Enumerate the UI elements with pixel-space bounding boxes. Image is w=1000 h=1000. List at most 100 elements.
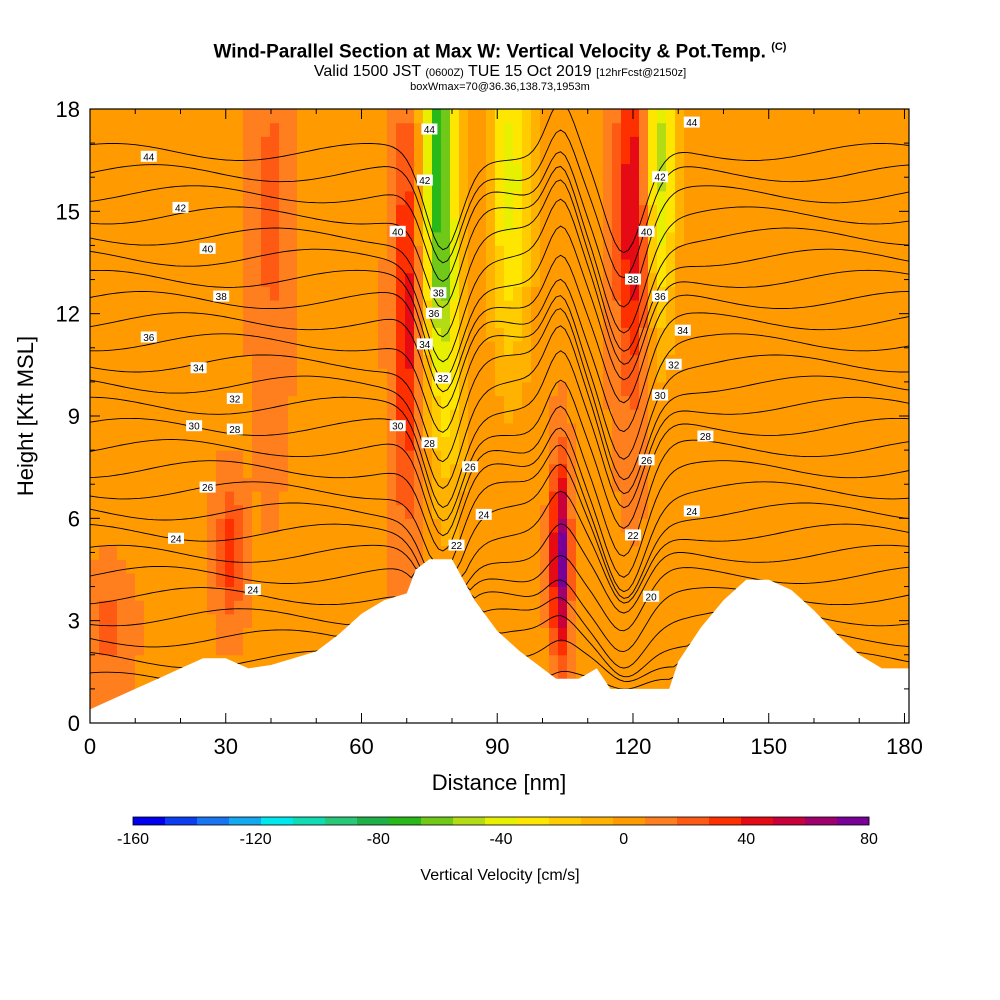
velocity-cell <box>495 395 505 410</box>
velocity-cell <box>522 354 532 369</box>
velocity-cell <box>819 545 829 560</box>
velocity-cell <box>666 627 676 642</box>
contour-label-text: 24 <box>170 534 182 545</box>
velocity-cell <box>603 395 613 410</box>
velocity-cell <box>513 354 523 369</box>
velocity-cell <box>180 327 190 342</box>
velocity-cell <box>846 409 856 424</box>
velocity-cell <box>378 109 388 124</box>
velocity-cell <box>657 149 667 165</box>
velocity-cell <box>846 272 856 287</box>
velocity-cell <box>324 381 334 397</box>
contour-label: 30 <box>652 389 669 402</box>
velocity-cell <box>585 341 595 356</box>
velocity-cell <box>99 286 109 301</box>
velocity-cell <box>486 327 496 342</box>
velocity-cell <box>531 259 541 274</box>
valid-time: Valid 1500 JST <box>313 63 421 81</box>
velocity-cell <box>639 381 649 397</box>
velocity-cell <box>477 545 487 560</box>
velocity-cell <box>432 136 442 151</box>
velocity-cell <box>468 491 478 506</box>
velocity-cell <box>261 259 271 274</box>
velocity-cell <box>369 477 379 492</box>
velocity-cell <box>585 572 595 588</box>
velocity-cell <box>864 149 874 165</box>
velocity-cell <box>423 245 433 260</box>
velocity-cell <box>738 341 748 356</box>
velocity-cell <box>162 245 172 260</box>
velocity-cell <box>153 463 163 478</box>
velocity-cell <box>117 627 127 642</box>
velocity-cell <box>216 259 226 274</box>
velocity-cell <box>117 177 127 192</box>
velocity-cell <box>477 354 487 369</box>
velocity-cell <box>216 491 226 506</box>
velocity-cell <box>612 600 622 615</box>
velocity-cell <box>180 272 190 287</box>
velocity-cell <box>414 149 424 165</box>
velocity-cell <box>414 354 424 369</box>
velocity-cell <box>378 245 388 260</box>
velocity-cell <box>90 627 100 642</box>
velocity-cell <box>666 600 676 615</box>
velocity-cell <box>612 341 622 356</box>
velocity-cell <box>225 109 235 124</box>
velocity-cell <box>666 149 676 165</box>
velocity-cell <box>810 109 820 124</box>
velocity-cell <box>333 491 343 506</box>
velocity-cell <box>594 204 604 219</box>
velocity-cell <box>306 109 316 124</box>
velocity-cell <box>684 272 694 287</box>
velocity-cell <box>792 272 802 287</box>
velocity-cell <box>873 149 883 165</box>
velocity-cell <box>855 504 865 519</box>
velocity-cell <box>819 272 829 287</box>
velocity-cell <box>756 190 766 206</box>
velocity-cell <box>396 327 406 342</box>
velocity-cell <box>351 504 361 519</box>
velocity-cell <box>792 586 802 601</box>
velocity-cell <box>234 177 244 192</box>
velocity-cell <box>639 109 649 124</box>
contour-label-text: 42 <box>175 203 187 214</box>
velocity-cell <box>612 381 622 397</box>
velocity-cell <box>270 381 280 397</box>
velocity-cell <box>855 532 865 547</box>
velocity-cell <box>891 518 901 533</box>
velocity-cell <box>414 518 424 533</box>
velocity-cell <box>567 450 577 465</box>
velocity-cell <box>189 491 199 506</box>
velocity-cell <box>414 245 424 260</box>
velocity-cell <box>612 613 622 628</box>
velocity-cell <box>603 136 613 151</box>
velocity-cell <box>765 327 775 342</box>
velocity-cell <box>747 149 757 165</box>
velocity-cell <box>585 559 595 574</box>
velocity-cell <box>693 368 703 383</box>
velocity-cell <box>657 136 667 151</box>
velocity-cell <box>783 204 793 219</box>
velocity-cell <box>828 518 838 533</box>
velocity-cell <box>162 190 172 206</box>
velocity-cell <box>855 286 865 301</box>
velocity-cell <box>657 409 667 424</box>
velocity-cell <box>450 450 460 465</box>
velocity-cell <box>801 354 811 369</box>
velocity-cell <box>324 218 334 233</box>
velocity-cell <box>900 518 909 533</box>
contour-label: 30 <box>186 420 203 433</box>
velocity-cell <box>810 313 820 328</box>
velocity-cell <box>765 368 775 383</box>
velocity-cell <box>855 231 865 246</box>
velocity-cell <box>261 204 271 219</box>
velocity-cell <box>540 477 550 492</box>
velocity-cell <box>630 286 640 301</box>
velocity-cell <box>216 327 226 342</box>
velocity-cell <box>549 300 559 315</box>
contour-label-bg <box>638 454 655 466</box>
contour-label-bg <box>416 338 433 350</box>
velocity-cell <box>702 368 712 383</box>
velocity-cell <box>477 436 487 451</box>
velocity-cell <box>576 272 586 287</box>
